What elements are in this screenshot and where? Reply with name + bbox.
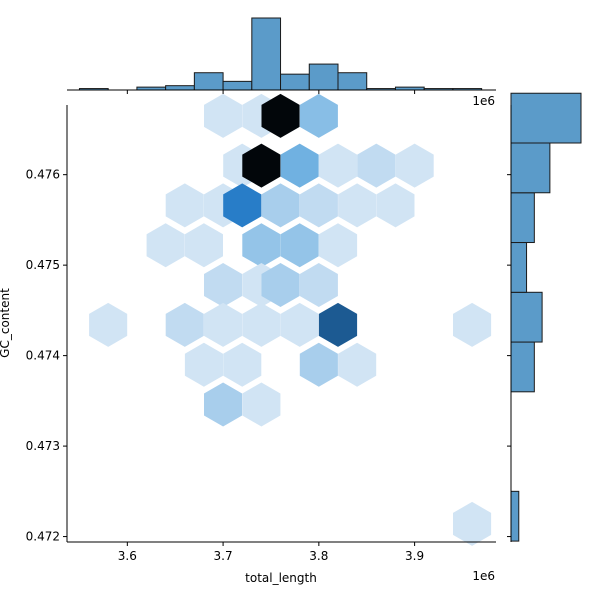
x-marginal-histogram xyxy=(67,17,496,94)
hexbin-cell xyxy=(261,93,300,138)
hexbin-cell xyxy=(223,342,262,387)
y-tick-label: 0.473 xyxy=(26,439,60,453)
hexbin-cell xyxy=(299,263,338,307)
y-marginal-bar xyxy=(510,242,528,293)
x-marginal-bar xyxy=(193,72,224,91)
x-offset-label: 1e6 xyxy=(472,569,495,583)
axes: 3.6 3.7 3.8 3.9 0.472 0.473 0.474 0.475 0.476 xyxy=(26,105,496,563)
hexbin-cell xyxy=(165,183,204,228)
hexbin-cell xyxy=(357,143,396,188)
hexbin-cell xyxy=(242,143,281,188)
y-tick-label: 0.474 xyxy=(26,349,60,363)
y-marginal-bar xyxy=(510,341,535,393)
hexbin-cell xyxy=(453,501,492,546)
hexbin-cell xyxy=(146,223,185,268)
hexbin-cell xyxy=(242,302,281,347)
x-axis-label: total_length xyxy=(245,571,317,585)
x-marginal-bar xyxy=(165,85,195,91)
hexbin-cell xyxy=(223,183,262,228)
hexbin-cell xyxy=(204,263,243,307)
x-marginal-bar xyxy=(308,63,339,91)
hexbin-cell xyxy=(299,93,338,138)
y-marginal-bar xyxy=(510,92,582,144)
hexbin-cell xyxy=(204,382,243,427)
y-marginal-bar xyxy=(510,291,543,343)
x-marginal-bar xyxy=(337,72,368,91)
hexbin-cell xyxy=(261,183,300,228)
hexbin-cell xyxy=(299,342,338,387)
x-marginal-bar xyxy=(280,73,310,91)
hexbin-cell xyxy=(453,302,492,347)
x-tick-label: 3.6 xyxy=(118,549,137,563)
hexbin-layer xyxy=(89,93,492,546)
x-tick-label: 3.7 xyxy=(214,549,233,563)
hexbin-cell xyxy=(184,342,223,387)
hexbin-cell xyxy=(280,143,319,188)
hexbin-cell xyxy=(242,382,281,427)
y-marginal-bar xyxy=(510,490,520,542)
hexbin-cell xyxy=(242,223,281,268)
y-marginal-bar xyxy=(510,192,535,244)
x-marginal-bar xyxy=(251,17,282,91)
hexbin-cell xyxy=(299,183,338,228)
hexbin-cell xyxy=(338,342,377,387)
hexbin-cell xyxy=(204,302,243,347)
x-marginal-bar xyxy=(222,80,253,91)
y-marginal-bar xyxy=(510,142,551,194)
hexbin-cell xyxy=(318,143,358,188)
hexbin-cell xyxy=(318,223,358,268)
y-tick-label: 0.475 xyxy=(26,258,60,272)
hexbin-cell xyxy=(376,183,415,228)
hexbin-cell xyxy=(280,223,319,268)
hexbin-cell xyxy=(338,183,377,228)
y-tick-label: 0.476 xyxy=(26,168,60,182)
hexbin-cell xyxy=(261,263,300,307)
hexbin-cell xyxy=(318,302,358,347)
hexbin-cell xyxy=(280,302,319,347)
y-offset-label: 1e6 xyxy=(472,94,495,108)
hexbin-cell xyxy=(184,223,223,268)
hexbin-cell xyxy=(395,143,434,188)
hexbin-cell xyxy=(204,93,243,138)
hexbin-cell xyxy=(89,302,128,347)
x-tick-label: 3.8 xyxy=(309,549,328,563)
hexbin-cell xyxy=(165,302,204,347)
y-tick-label: 0.472 xyxy=(26,530,60,544)
y-marginal-histogram xyxy=(507,92,582,542)
x-tick-label: 3.9 xyxy=(405,549,424,563)
y-axis-label: GC_content xyxy=(0,288,12,358)
